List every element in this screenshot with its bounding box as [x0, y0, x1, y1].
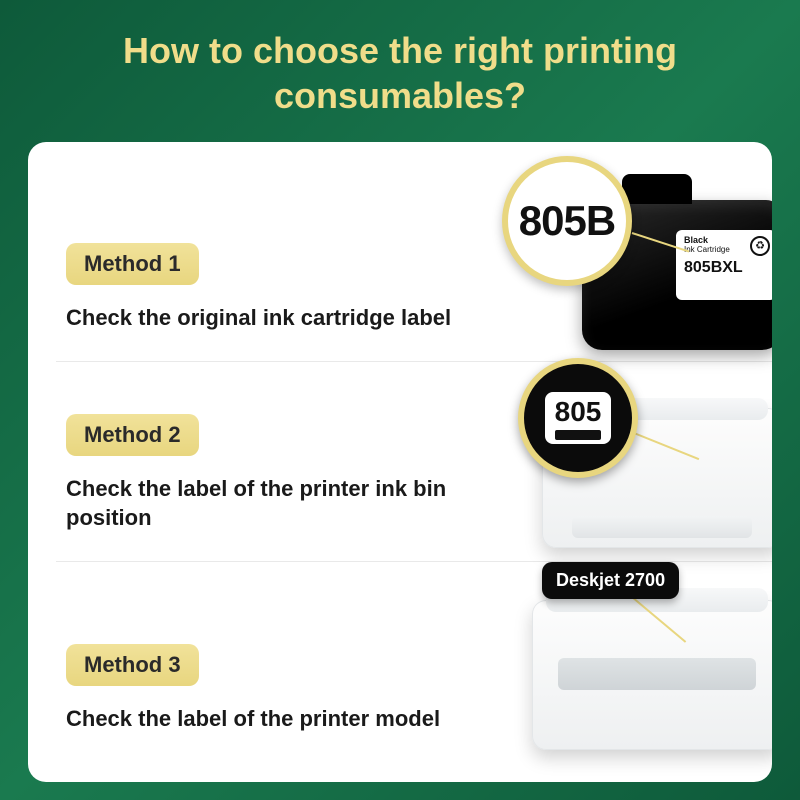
cartridge-glyph-icon	[555, 430, 601, 440]
callout-circle-1: 805B	[502, 156, 632, 286]
callout-circle-2: 805	[518, 358, 638, 478]
method-1-desc: Check the original ink cartridge label	[66, 303, 522, 333]
callout-2-chip: 805	[545, 392, 612, 444]
method-2-illustration: 805	[512, 362, 772, 561]
method-2-desc: Check the label of the printer ink bin p…	[66, 474, 522, 533]
recycle-icon: ♻	[750, 236, 770, 256]
header: How to choose the right printing consuma…	[0, 0, 800, 142]
method-3: Method 3 Check the label of the printer …	[56, 562, 772, 762]
page-title: How to choose the right printing consuma…	[40, 28, 760, 118]
cartridge-label: Black Ink Cartridge ♻ 805BXL	[676, 230, 772, 300]
cartridge-label-model: 805BXL	[684, 259, 770, 277]
callout-1-number: 805B	[519, 197, 615, 245]
method-2: Method 2 Check the label of the printer …	[56, 362, 772, 562]
method-3-pill: Method 3	[66, 644, 199, 686]
method-3-desc: Check the label of the printer model	[66, 704, 522, 734]
callout-2-number: 805	[555, 398, 602, 426]
printer-model-label: Deskjet 2700	[542, 562, 679, 599]
method-1-pill: Method 1	[66, 243, 199, 285]
printer-icon	[532, 600, 772, 750]
method-3-illustration: Deskjet 2700	[512, 562, 772, 762]
method-1: Method 1 Check the original ink cartridg…	[56, 162, 772, 362]
method-2-pill: Method 2	[66, 414, 199, 456]
content-panel: Method 1 Check the original ink cartridg…	[28, 142, 772, 782]
method-1-illustration: Black Ink Cartridge ♻ 805BXL 805B	[512, 162, 772, 361]
